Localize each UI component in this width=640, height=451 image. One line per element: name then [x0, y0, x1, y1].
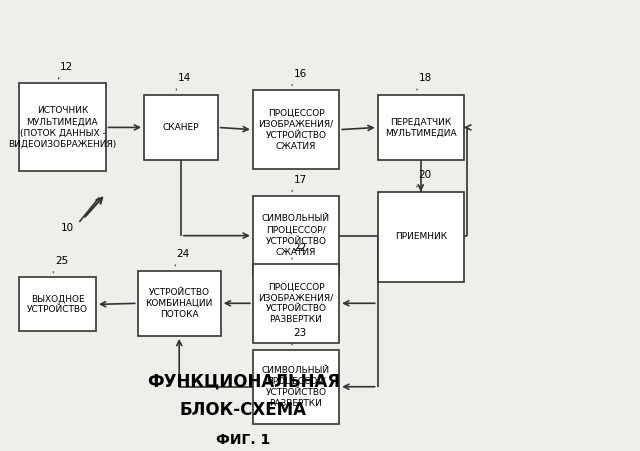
- Text: ПРОЦЕССОР
ИЗОБРАЖЕНИЯ/
УСТРОЙСТВО
РАЗВЕРТКИ: ПРОЦЕССОР ИЗОБРАЖЕНИЯ/ УСТРОЙСТВО РАЗВЕР…: [259, 282, 333, 324]
- Bar: [253, 264, 339, 343]
- Text: 25: 25: [55, 256, 68, 266]
- Text: СИМВОЛЬНЫЙ
ПРОЦЕССОР/
УСТРОЙСТВО
РАЗВЕРТКИ: СИМВОЛЬНЫЙ ПРОЦЕССОР/ УСТРОЙСТВО РАЗВЕРТ…: [262, 366, 330, 408]
- Text: 20: 20: [419, 170, 432, 180]
- Bar: [253, 196, 339, 275]
- Text: ФИГ. 1: ФИГ. 1: [216, 433, 270, 447]
- Bar: [378, 192, 464, 282]
- Bar: [19, 83, 106, 171]
- Text: СКАНЕР: СКАНЕР: [163, 123, 199, 132]
- Text: 23: 23: [294, 328, 307, 338]
- Bar: [378, 95, 464, 160]
- Text: ПЕРЕДАТЧИК
МУЛЬТИМЕДИА: ПЕРЕДАТЧИК МУЛЬТИМЕДИА: [385, 117, 456, 138]
- Text: ПРОЦЕССОР
ИЗОБРАЖЕНИЯ/
УСТРОЙСТВО
СЖАТИЯ: ПРОЦЕССОР ИЗОБРАЖЕНИЯ/ УСТРОЙСТВО СЖАТИЯ: [259, 109, 333, 151]
- Bar: [19, 277, 96, 331]
- Text: 17: 17: [294, 175, 307, 185]
- Text: 10: 10: [61, 223, 74, 233]
- Bar: [253, 350, 339, 424]
- Text: ВЫХОДНОЕ
УСТРОЙСТВО: ВЫХОДНОЕ УСТРОЙСТВО: [27, 295, 88, 314]
- Text: БЛОК-СХЕМА: БЛОК-СХЕМА: [180, 401, 307, 419]
- Text: 18: 18: [419, 74, 432, 83]
- Text: 12: 12: [60, 62, 74, 72]
- Bar: [144, 95, 218, 160]
- Text: ИСТОЧНИК
МУЛЬТИМЕДИА
(ПОТОК ДАННЫХ -
ВИДЕОИЗОБРАЖЕНИЯ): ИСТОЧНИК МУЛЬТИМЕДИА (ПОТОК ДАННЫХ - ВИД…: [8, 106, 116, 148]
- Text: 22: 22: [294, 243, 307, 253]
- Text: 14: 14: [178, 74, 191, 83]
- Bar: [253, 90, 339, 169]
- Bar: [138, 271, 221, 336]
- Text: ПРИЕМНИК: ПРИЕМНИК: [395, 232, 447, 241]
- Text: УСТРОЙСТВО
КОМБИНАЦИИ
ПОТОКА: УСТРОЙСТВО КОМБИНАЦИИ ПОТОКА: [145, 288, 213, 319]
- Text: 16: 16: [294, 69, 307, 79]
- Text: ФУНКЦИОНАЛЬНАЯ: ФУНКЦИОНАЛЬНАЯ: [147, 372, 340, 390]
- Text: СИМВОЛЬНЫЙ
ПРОЦЕССОР/
УСТРОЙСТВО
СЖАТИЯ: СИМВОЛЬНЫЙ ПРОЦЕССОР/ УСТРОЙСТВО СЖАТИЯ: [262, 215, 330, 257]
- Text: 24: 24: [177, 249, 190, 259]
